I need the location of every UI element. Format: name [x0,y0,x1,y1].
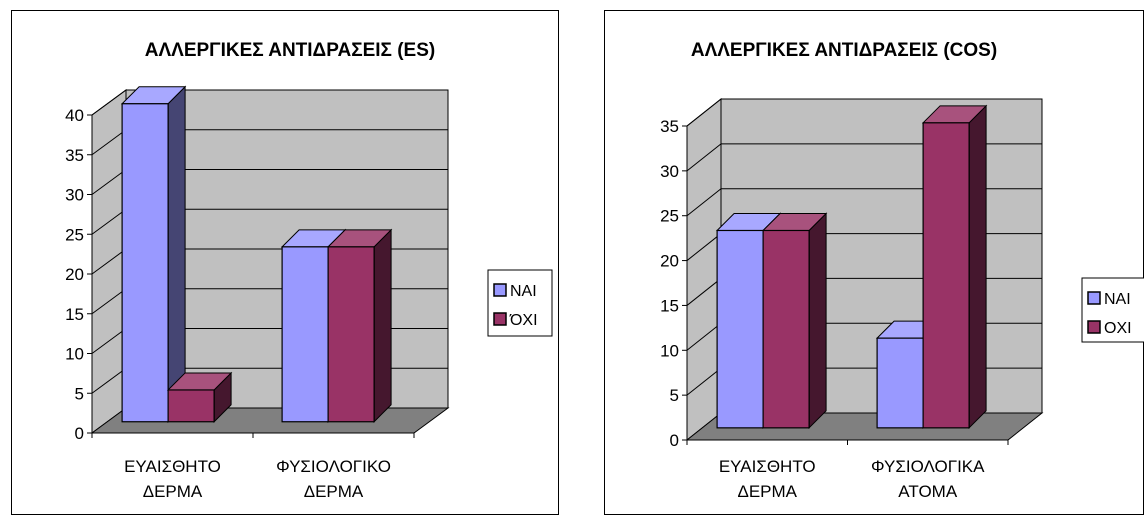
bar-ΌΧΙ-2 [326,228,393,423]
side-gridline [91,89,127,116]
y-tick-label: 40 [65,106,84,125]
side-gridline [686,143,722,172]
side-gridline [91,248,127,275]
bar-side [373,228,392,423]
bar-ΝΑΙ-1 [120,85,187,423]
chart-2: ΑΛΛΕΡΓΙΚΕΣ ΑΝΤΙΔΡΑΣΕΙΣ (COS) 0 5 10 15 20 25 30… [604,10,1144,515]
bar-front [922,122,970,429]
bar-front [121,103,169,423]
x-tick-label: ΦΥΣΙΟΛΟΓΙΚΑ [871,457,985,476]
bar-front [167,389,215,423]
legend-label: ΝΑΙ [510,283,537,300]
y-tick-label: 10 [65,345,84,364]
x-tick-label: ΑΤΟΜΑ [898,482,958,501]
side-gridline [686,98,722,127]
bar-front [762,229,810,429]
side-gridline [91,367,127,394]
legend-swatch [1087,320,1101,334]
y-tick-label: 30 [65,186,84,205]
legend-label: ΟΧΙ [1104,320,1132,337]
x-tick-label: ΔΕΡΜΑ [304,482,364,501]
y-tick-label: 25 [660,207,679,226]
bar-side [808,212,827,430]
x-tick-label: ΔΕΡΜΑ [143,482,203,501]
y-tick-label: 20 [660,252,679,271]
legend-swatch [493,283,507,297]
side-gridline [91,328,127,354]
y-tick-label: 5 [75,384,84,403]
bar-front [716,229,764,429]
bar-side [167,85,186,423]
side-gridline [91,288,127,315]
bar-ΌΧΙ-1 [166,371,233,423]
y-tick-label: 35 [65,146,84,165]
side-gridline [686,233,722,261]
y-tick-label: 30 [660,162,679,181]
side-gridline [686,188,722,217]
legend-swatch [1087,291,1101,305]
bar-side [968,104,987,430]
y-tick-label: 25 [65,225,84,244]
y-tick-label: 10 [660,341,679,360]
side-gridline [686,367,722,396]
bar-front [327,246,375,423]
bar-ΟΧΙ-1 [761,212,828,430]
side-gridline [91,129,127,156]
x-tick-label: ΕΥΑΙΣΘΗΤΟ [124,457,221,476]
chart-1: ΑΛΛΕΡΓΙΚΕΣ ΑΝΤΙΔΡΑΣΕΙΣ (ES) 0 5 10 15 20 25 30 3… [11,10,559,515]
bar-front [876,337,924,429]
legend-label: ΝΑΙ [1104,291,1131,308]
y-tick-label: 20 [65,265,84,284]
side-gridline [91,169,127,195]
legend: ΝΑΙ ΌΧΙ [487,269,553,337]
legend-label: ΌΧΙ [509,312,538,329]
y-tick-label: 35 [660,117,679,136]
bar-ΟΧΙ-2 [921,104,988,430]
y-tick-label: 15 [660,296,679,315]
chart-title: ΑΛΛΕΡΓΙΚΕΣ ΑΝΤΙΔΡΑΣΕΙΣ (ES) [145,40,435,61]
y-tick-label: 0 [670,431,679,450]
y-tick-label: 5 [670,386,679,405]
bar-front [281,246,329,423]
x-tick-label: ΔΕΡΜΑ [737,482,797,501]
x-tick-label: ΦΥΣΙΟΛΟΓΙΚΟ [276,457,391,476]
side-gridline [686,278,722,306]
legend-swatch [493,312,507,326]
y-tick-label: 0 [75,424,84,443]
legend: ΝΑΙ ΟΧΙ [1081,277,1144,343]
side-gridline [686,322,722,351]
side-gridline [91,208,127,235]
y-tick-label: 15 [65,305,84,324]
side-wall [686,97,722,442]
x-tick-label: ΕΥΑΙΣΘΗΤΟ [719,457,816,476]
chart-title: ΑΛΛΕΡΓΙΚΕΣ ΑΝΤΙΔΡΑΣΕΙΣ (COS) [691,40,997,61]
